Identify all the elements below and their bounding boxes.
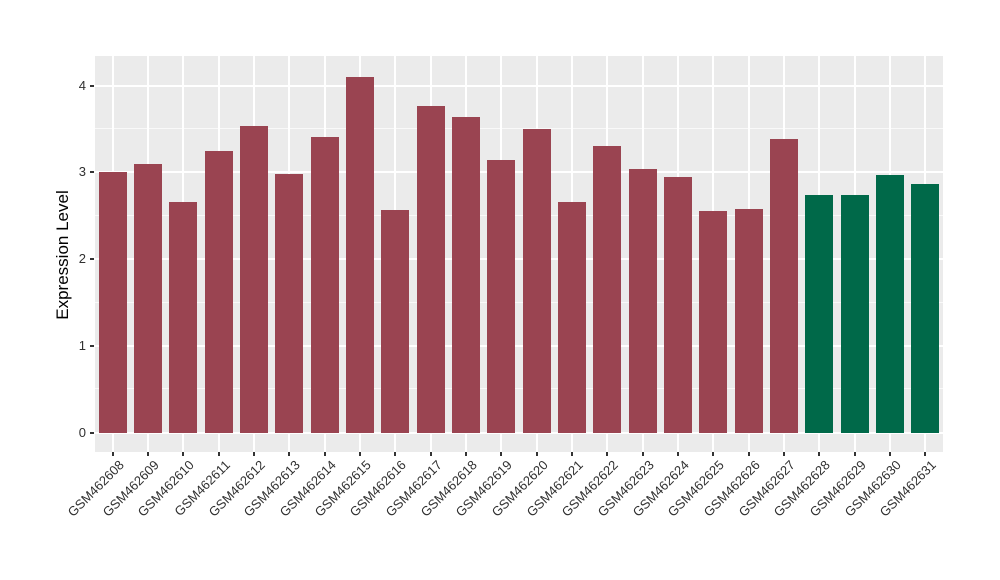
x-tick-mark	[394, 452, 397, 456]
bar-GSM462626	[734, 208, 763, 433]
x-tick-mark	[747, 452, 750, 456]
bar-GSM462608	[98, 172, 127, 433]
x-tick-mark	[677, 452, 679, 456]
bar-GSM462627	[770, 138, 798, 433]
x-tick-mark	[465, 452, 467, 456]
y-tick-mark	[90, 431, 94, 434]
bar-GSM462625	[699, 210, 728, 433]
bar-GSM462624	[664, 176, 692, 433]
bar-GSM462610	[169, 201, 198, 433]
major-gridline	[95, 345, 943, 348]
y-tick-mark	[90, 345, 94, 348]
x-tick-mark	[500, 452, 503, 456]
bar-GSM462628	[805, 194, 834, 433]
bar-GSM462616	[381, 209, 410, 433]
x-tick-mark	[359, 452, 361, 456]
bar-GSM462622	[593, 146, 622, 433]
x-tick-mark	[818, 452, 821, 456]
x-tick-mark	[111, 452, 114, 456]
bar-GSM462614	[310, 136, 339, 433]
x-tick-mark	[182, 452, 185, 456]
bar-GSM462612	[240, 126, 268, 433]
bar-GSM462631	[911, 183, 940, 433]
x-tick-mark	[783, 452, 785, 456]
minor-gridline	[95, 301, 943, 303]
x-tick-mark	[323, 452, 326, 456]
bar-GSM462619	[487, 160, 516, 433]
bar-GSM462615	[346, 76, 374, 433]
x-tick-mark	[641, 452, 644, 456]
plot-panel	[95, 56, 943, 452]
x-tick-mark	[288, 452, 291, 456]
major-gridline	[95, 171, 943, 174]
x-tick-mark	[429, 452, 432, 456]
x-tick-mark	[853, 452, 856, 456]
bar-GSM462620	[522, 128, 551, 433]
y-tick-label: 3	[78, 164, 86, 180]
bar-GSM462613	[275, 174, 304, 433]
y-tick-label: 2	[78, 251, 86, 267]
bar-GSM462617	[416, 106, 445, 433]
x-tick-mark	[924, 452, 927, 456]
y-tick-mark	[90, 258, 94, 261]
bar-GSM462621	[558, 201, 586, 433]
bar-GSM462609	[134, 163, 162, 433]
minor-gridline	[95, 388, 943, 390]
x-tick-mark	[571, 452, 573, 456]
minor-gridline	[95, 127, 943, 129]
bar-GSM462630	[876, 175, 904, 433]
bar-GSM462629	[840, 194, 869, 433]
major-gridline	[95, 431, 943, 434]
y-tick-label: 0	[78, 424, 86, 440]
x-tick-mark	[253, 452, 255, 456]
major-gridline	[95, 258, 943, 261]
x-tick-mark	[712, 452, 715, 456]
major-gridline	[95, 84, 943, 87]
x-tick-mark	[147, 452, 149, 456]
y-tick-label: 1	[78, 338, 86, 354]
x-tick-mark	[217, 452, 220, 456]
y-tick-mark	[90, 171, 94, 174]
x-tick-mark	[606, 452, 609, 456]
y-tick-label: 4	[78, 77, 86, 93]
bar-GSM462623	[628, 168, 657, 433]
bar-GSM462618	[452, 116, 480, 433]
x-tick-mark	[889, 452, 891, 456]
x-tick-mark	[535, 452, 538, 456]
bar-GSM462611	[204, 150, 233, 433]
y-tick-mark	[90, 84, 94, 87]
minor-gridline	[95, 214, 943, 216]
